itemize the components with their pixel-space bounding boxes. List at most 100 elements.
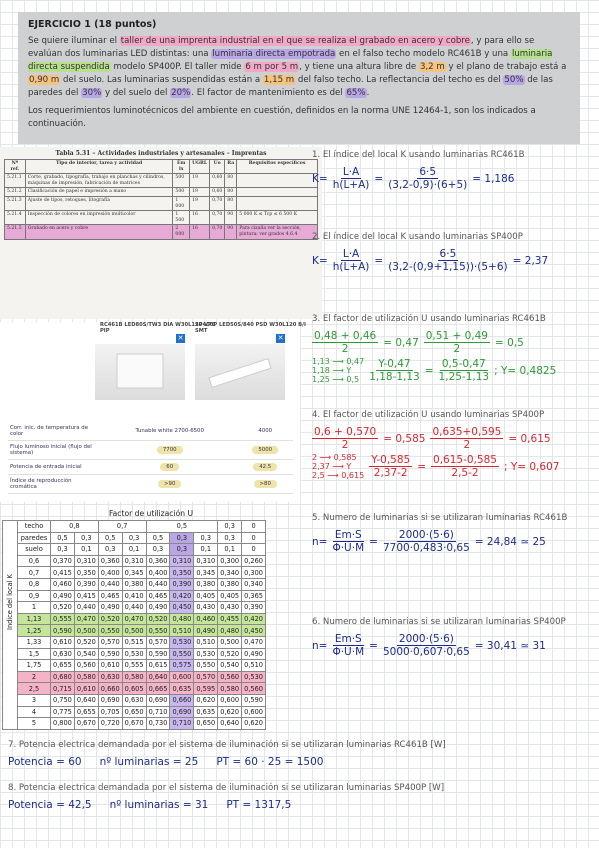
u-value: 0,605 [121,682,147,695]
numerator: Em·S [332,633,364,646]
u-value: 0,680 [50,670,75,684]
text-run: Se quiere iluminar el [28,36,120,46]
formula-text: K= [312,172,328,185]
u-value: 0,530 [241,670,267,684]
techo-value: 0,3 [217,520,243,533]
u-value: 0,530 [169,635,195,649]
u-value: 0,465 [145,589,171,603]
k-value: 2 [17,670,51,684]
u-value: 0,440 [73,601,99,614]
numerator: L·A [340,166,362,179]
u-value: 0,410 [121,589,147,603]
u-value: 0,555 [50,612,75,626]
lamp-panel [116,353,164,389]
text-run: . [366,88,370,98]
denominator: h(L+A) [332,179,370,191]
u-value: 0,560 [217,670,243,684]
numerator: 0,615-0,585 [431,454,499,467]
k-value: 3 [17,693,51,707]
denominator: 2 [463,439,471,451]
numerator: 0,635+0,595 [430,426,504,439]
solution: 7. Potencia electrica demandada por el s… [8,740,588,770]
fraction: 0,6 + 0,570 2 [312,426,379,451]
table-cell: 0,70 [209,195,226,212]
fraction: Em·S Φ·U·M [332,633,364,658]
table-row: 1,13 0,555 0,470 0,520 0,470 0,520 0,480 0,460 0… [2,612,267,626]
highlight: 0,90 m [28,75,61,85]
table-cell: Inspección de colores en impresión multi… [24,210,174,226]
k-value: 1 [17,601,51,614]
numerator: 0,6 + 0,570 [312,426,379,439]
highlight: luminaria directa empotrada [211,49,337,59]
u-value: 0,550 [169,647,195,661]
u-value: 0,515 [121,635,147,649]
k-value: 1,33 [17,635,51,649]
spec-cell: 60 [102,459,238,475]
text-run: , y para ello se evalúan dos luminarias … [28,36,535,59]
u-value: 0,570 [97,635,123,649]
result-line: nº luminarias = 31 [109,799,209,811]
techo-value: 0 [241,520,267,533]
paredes-value: 0,3 [169,531,195,545]
table-cell: 16 [189,224,211,240]
k-value: 1,5 [17,647,51,661]
u-value: 0,590 [241,693,267,707]
u-value: 0,575 [169,659,195,672]
close-icon[interactable]: ✕ [276,334,285,343]
k-value: 0,8 [17,577,51,591]
u-value: 0,580 [217,682,243,695]
table-row: 1 0,520 0,440 0,490 0,440 0,490 0,450 0,430 0,43… [3,601,267,614]
u-value: 0,440 [97,577,123,591]
u-value: 0,510 [193,635,219,649]
u-value: 0,440 [121,601,147,614]
spec-label: Flujo luminoso inicial (flujo del sistem… [8,440,102,460]
u-value: 0,670 [121,717,147,730]
suelo-value: 0,1 [73,543,99,556]
table-cell: 0,70 [209,210,226,226]
u-value: 0,600 [169,670,195,684]
u-value: 0,620 [241,717,267,730]
denominator: 5000·0,607·0,65 [382,646,470,658]
u-value: 0,360 [145,554,171,568]
u-value: 0,490 [145,601,171,614]
spec-row: Índice de reproducción cromática >90 >80 [8,474,293,494]
fraction: 6·5 (3,2-0,9)·(6+5) [388,166,467,191]
question-title: 8. Potencia electrica demandada por el s… [8,783,445,793]
u-value: 0,660 [97,682,123,695]
table-row: 5.21.3 Ajuste de tipos, retoques, litogra… [4,195,318,212]
fraction: Em·S Φ·U·M [332,529,364,554]
table-row: 5.21.1 Corte, grabado, tipografía, trabaj… [4,173,318,189]
table-row: 5.21.4 Inspección de colores en impresión… [4,210,318,226]
close-icon[interactable]: ✕ [176,334,185,343]
fraction: 0,51 + 0,49 2 [423,330,490,355]
formula-row: 0,48 + 0,46 2 = 0,47 0,51 + 0,49 2 = 0,5 [312,330,597,355]
header-label: paredes [17,531,51,545]
u-value: 0,310 [121,554,147,568]
u-value: 0,550 [193,659,219,672]
u-value: 0,730 [145,717,171,730]
u-value: 0,380 [193,577,219,591]
highlight: 30% [81,88,103,98]
u-value: 0,640 [73,693,99,707]
header-cell: UGRL [189,158,211,175]
highlight: 50% [503,75,525,85]
u-value: 0,340 [217,566,243,579]
formula-text: = [424,364,434,377]
u-value: 0,550 [145,624,171,637]
solution: 6. Numero de luminarias si se utilizaran… [312,617,597,660]
header-cell: Nº ref. [4,158,26,175]
u-value: 0,390 [241,601,267,614]
formula-text: = [374,172,384,185]
k-value: 1,25 [17,624,51,637]
numerator: Y-0,47 [376,358,413,371]
spec-row: Potencia de entrada inicial 60 42.5 [8,459,293,475]
u-value: 0,690 [97,693,123,707]
table-cell: 90 [224,210,238,226]
header-row: suelo 0,3 0,1 0,3 0,1 0,3 0,3 0,1 0,1 0 [3,543,267,556]
u-value: 0,620 [217,705,243,719]
u-value: 0,360 [97,554,123,568]
table-cell: 500 [172,187,191,197]
formula-row: K= L·A h(L+A) = 6·5 (3,2-0,9)·(6+5) = 1,186 [312,166,597,191]
